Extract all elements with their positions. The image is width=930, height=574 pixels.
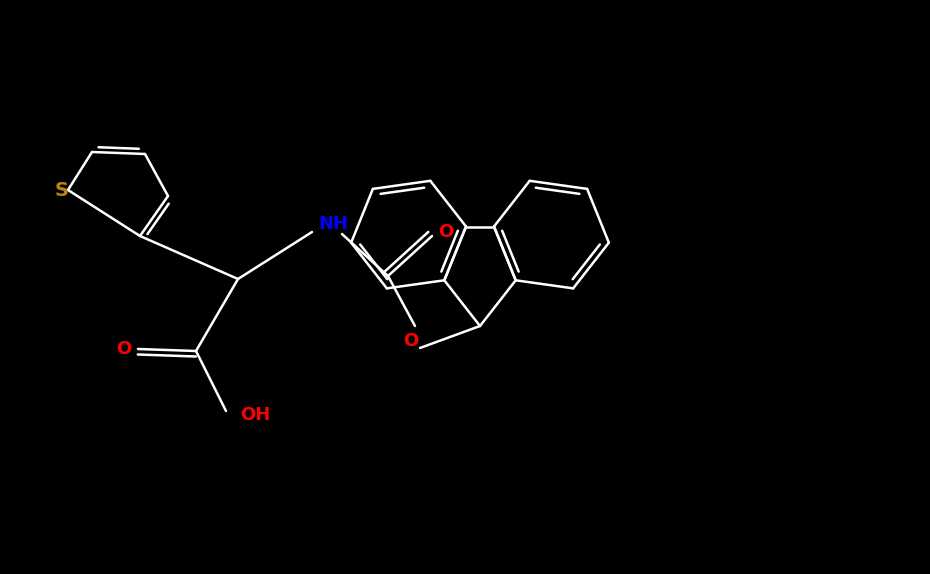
Text: S: S [55,180,69,200]
Text: NH: NH [318,215,348,233]
Text: O: O [404,332,418,350]
Text: O: O [116,340,132,358]
Text: O: O [438,223,454,241]
Text: OH: OH [240,406,271,424]
